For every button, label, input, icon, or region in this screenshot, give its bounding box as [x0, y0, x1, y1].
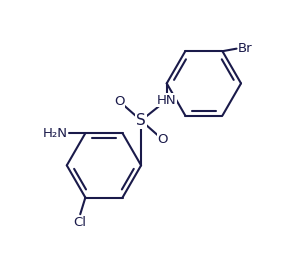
Text: H₂N: H₂N	[42, 127, 68, 140]
Text: Br: Br	[238, 42, 253, 55]
Text: Cl: Cl	[74, 216, 87, 229]
Text: O: O	[114, 95, 124, 108]
Text: O: O	[158, 133, 168, 146]
Text: S: S	[136, 113, 146, 128]
Text: HN: HN	[157, 93, 176, 106]
